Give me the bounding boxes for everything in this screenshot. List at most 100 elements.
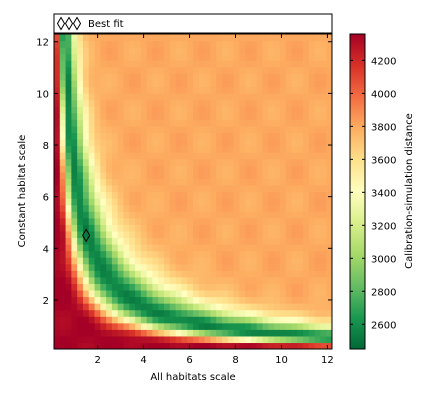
heatmap-cell	[297, 204, 304, 212]
heatmap-cell	[94, 47, 101, 55]
heatmap-cell	[314, 40, 322, 48]
heatmap-cell	[88, 73, 96, 81]
colorbar-tick-label: 3800	[371, 122, 396, 133]
heatmap-cell	[285, 112, 293, 120]
heatmap-cell	[279, 184, 287, 193]
heatmap-cell	[117, 270, 125, 278]
heatmap-cell	[210, 139, 217, 147]
heatmap-cell	[274, 178, 281, 186]
heatmap-cell	[117, 145, 125, 153]
heatmap-cell	[285, 184, 293, 193]
heatmap-cell	[181, 93, 188, 101]
heatmap-cell	[65, 276, 72, 284]
heatmap-cell	[71, 224, 78, 232]
heatmap-cell	[262, 250, 269, 258]
heatmap-cell	[111, 303, 119, 311]
heatmap-cell	[314, 79, 322, 88]
heatmap-cell	[262, 34, 269, 42]
heatmap-cell	[262, 309, 269, 317]
heatmap-cell	[210, 342, 217, 349]
heatmap-cell	[175, 329, 183, 337]
heatmap-cell	[152, 289, 159, 298]
heatmap-cell	[285, 171, 293, 179]
heatmap-cell	[175, 230, 183, 239]
heatmap-cell	[297, 257, 304, 265]
heatmap-cell	[117, 73, 125, 81]
heatmap-cell	[88, 296, 96, 304]
heatmap-cell	[216, 296, 223, 304]
heatmap-cell	[158, 250, 165, 258]
heatmap-cell	[117, 152, 125, 160]
colorbar-tick-label: 3200	[371, 221, 396, 232]
heatmap-cell	[279, 112, 287, 120]
heatmap-cell	[245, 263, 252, 271]
heatmap-cell	[314, 342, 322, 349]
heatmap-cell	[129, 191, 136, 199]
heatmap-cell	[140, 178, 148, 186]
heatmap-cell	[297, 244, 304, 252]
heatmap-cell	[285, 244, 293, 252]
heatmap-cell	[245, 132, 252, 140]
heatmap-cell	[100, 217, 107, 225]
heatmap-cell	[204, 66, 211, 74]
heatmap-cell	[193, 47, 200, 55]
heatmap-cell	[152, 198, 159, 206]
heatmap-cell	[94, 152, 101, 160]
heatmap-cell	[54, 152, 61, 160]
heatmap-cell	[181, 276, 188, 284]
heatmap-cell	[314, 283, 322, 291]
heatmap-cell	[106, 112, 113, 120]
heatmap-cell	[285, 66, 293, 74]
heatmap-cell	[100, 289, 107, 298]
heatmap-cell	[187, 165, 194, 173]
heatmap-cell	[262, 283, 269, 291]
heatmap-cell	[175, 289, 183, 298]
heatmap-cell	[88, 119, 96, 127]
heatmap-cell	[308, 198, 316, 206]
heatmap-cell	[210, 165, 217, 173]
heatmap-cell	[135, 66, 142, 74]
heatmap-cell	[210, 73, 217, 81]
heatmap-cell	[175, 158, 183, 166]
heatmap-cell	[123, 40, 130, 48]
heatmap-cell	[204, 211, 211, 219]
heatmap-cell	[227, 276, 235, 284]
heatmap-cell	[262, 40, 269, 48]
heatmap-cell	[94, 250, 101, 258]
heatmap-cell	[326, 165, 332, 173]
heatmap-cell	[198, 86, 206, 94]
heatmap-cell	[279, 230, 287, 239]
heatmap-cell	[303, 158, 310, 166]
heatmap-cell	[164, 125, 171, 134]
heatmap-cell	[297, 316, 304, 324]
heatmap-cell	[129, 132, 136, 140]
heatmap-cell	[268, 263, 275, 271]
heatmap-cell	[65, 296, 72, 304]
heatmap-cell	[71, 303, 78, 311]
heatmap-cell	[245, 79, 252, 88]
heatmap-cell	[152, 112, 159, 120]
heatmap-cell	[129, 224, 136, 232]
heatmap-cell	[285, 178, 293, 186]
heatmap-cell	[106, 139, 113, 147]
heatmap-cell	[117, 178, 125, 186]
heatmap-cell	[82, 335, 90, 344]
heatmap-cell	[303, 60, 310, 68]
heatmap-cell	[158, 125, 165, 134]
heatmap-cell	[250, 342, 258, 349]
heatmap-cell	[135, 152, 142, 160]
heatmap-cell	[193, 73, 200, 81]
heatmap-cell	[268, 73, 275, 81]
heatmap-cell	[204, 217, 211, 225]
heatmap-cell	[77, 40, 84, 48]
heatmap-cell	[117, 184, 125, 193]
heatmap-cell	[123, 93, 130, 101]
heatmap-cell	[88, 34, 96, 42]
heatmap-cell	[129, 53, 136, 61]
heatmap-cell	[233, 276, 240, 284]
heatmap-cell	[135, 73, 142, 81]
heatmap-cell	[175, 283, 183, 291]
heatmap-cell	[193, 342, 200, 349]
heatmap-cell	[77, 145, 84, 153]
heatmap-cell	[320, 132, 327, 140]
